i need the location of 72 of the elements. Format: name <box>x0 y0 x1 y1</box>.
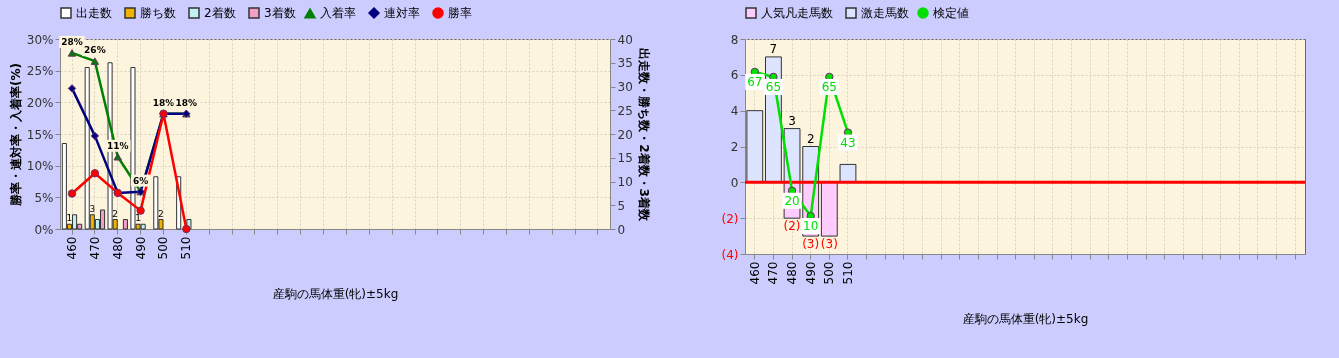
x-tick-label: 500 <box>156 236 171 260</box>
data-label: 65 <box>821 79 837 94</box>
legend-label: 連対率 <box>384 6 420 20</box>
y-axis-title: 勝率・連対率・入着率(%) <box>8 63 23 207</box>
x-tick-label: 490 <box>803 261 818 285</box>
legend-label: 出走数 <box>76 6 112 20</box>
y-tick-label: 6 <box>730 68 739 83</box>
data-label: 2 <box>806 131 815 146</box>
x-axis-title: 産駒の馬体重(牝)±5kg <box>962 312 1089 327</box>
legend-label: 2着数 <box>204 6 236 20</box>
data-label: (3) <box>820 237 838 252</box>
y2-tick-label: 40 <box>617 32 633 47</box>
data-label: 26% <box>84 45 106 56</box>
data-label: 10 <box>803 219 819 234</box>
data-label: 6% <box>132 175 149 186</box>
y2-tick-label: 25 <box>617 103 633 118</box>
x-tick-label: 500 <box>822 261 837 285</box>
y2-axis-title: 出走数・勝ち数・2着数・3着数 <box>636 48 651 222</box>
data-label: 3 <box>788 113 796 128</box>
data-label: 18% <box>152 97 175 108</box>
x-tick-label: 470 <box>766 261 781 285</box>
x-tick-label: 470 <box>87 236 102 260</box>
data-label: 43 <box>840 135 856 150</box>
data-label: 11% <box>106 140 129 151</box>
y2-tick-label: 30 <box>617 80 633 94</box>
legend-label: 入着率 <box>320 6 356 21</box>
y2-tick-label: 0 <box>617 222 626 237</box>
legend-label: 激走馬数 <box>861 6 909 20</box>
x-tick-label: 480 <box>110 236 125 260</box>
x-tick-label: 510 <box>840 261 855 285</box>
y-tick-label: 20% <box>26 95 54 110</box>
x-tick-label: 510 <box>179 236 194 260</box>
y-tick-label: 30% <box>26 32 54 47</box>
y-tick-label: 2 <box>730 140 739 154</box>
legend-label: 勝率 <box>448 6 472 20</box>
data-label: 7 <box>769 41 778 56</box>
data-label: 28% <box>61 36 83 47</box>
y2-tick-label: 35 <box>617 56 633 71</box>
data-label: 1 <box>66 213 73 224</box>
y2-tick-label: 5 <box>617 198 626 213</box>
data-label: 1 <box>135 213 141 224</box>
y-tick-label: 10% <box>26 159 54 174</box>
y-tick-label: 5% <box>34 190 54 205</box>
data-label: 18% <box>175 97 198 108</box>
data-label: 67 <box>747 74 763 89</box>
data-label: 3 <box>89 203 96 214</box>
y-tick-label: 15% <box>26 127 54 142</box>
x-tick-label: 490 <box>133 236 148 260</box>
y-tick-label: 8 <box>730 32 739 47</box>
y-tick-label: (4) <box>721 247 739 262</box>
y-tick-label: 0 <box>730 175 739 190</box>
legend-label: 勝ち数 <box>140 6 176 20</box>
x-tick-label: 480 <box>785 261 800 285</box>
y-tick-label: 0% <box>34 222 54 237</box>
x-axis-title: 産駒の馬体重(牝)±5kg <box>272 287 399 302</box>
y-tick-label: 4 <box>730 104 739 119</box>
data-label: 20 <box>784 193 800 208</box>
data-label: 2 <box>112 208 119 219</box>
y2-tick-label: 20 <box>617 127 633 142</box>
y2-tick-label: 15 <box>617 151 633 166</box>
data-label: (3) <box>802 237 820 252</box>
y2-tick-label: 10 <box>617 175 633 189</box>
legend-label: 検定値 <box>933 6 969 20</box>
data-label: 65 <box>765 79 782 94</box>
data-label: (2) <box>783 219 801 234</box>
x-tick-label: 460 <box>747 261 762 285</box>
legend-label: 人気凡走馬数 <box>761 6 833 20</box>
legend-label: 3着数 <box>264 6 296 20</box>
x-tick-label: 460 <box>65 236 80 260</box>
data-label: 2 <box>158 208 164 219</box>
y-tick-label: 25% <box>26 64 54 79</box>
y-tick-label: (2) <box>721 211 739 226</box>
